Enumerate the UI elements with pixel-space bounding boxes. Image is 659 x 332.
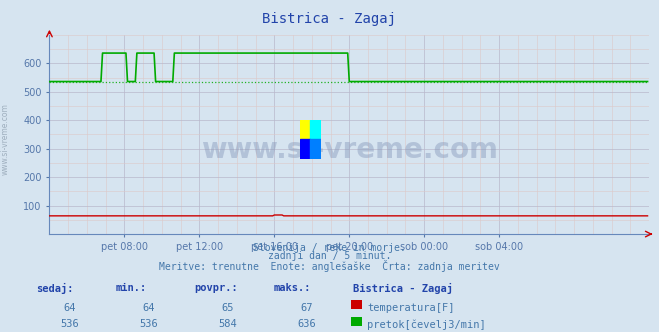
Text: maks.:: maks.:: [273, 283, 311, 293]
Text: 64: 64: [142, 303, 154, 313]
Text: 636: 636: [297, 319, 316, 329]
Text: Bistrica - Zagaj: Bistrica - Zagaj: [353, 283, 453, 294]
Text: temperatura[F]: temperatura[F]: [367, 303, 455, 313]
Text: zadnji dan / 5 minut.: zadnji dan / 5 minut.: [268, 251, 391, 261]
Bar: [310, 120, 321, 139]
Text: www.si-vreme.com: www.si-vreme.com: [1, 104, 10, 175]
Text: 64: 64: [63, 303, 75, 313]
Text: 536: 536: [139, 319, 158, 329]
Text: 67: 67: [301, 303, 312, 313]
Bar: [300, 139, 310, 159]
Text: 584: 584: [218, 319, 237, 329]
Text: Slovenija / reke in morje.: Slovenija / reke in morje.: [253, 243, 406, 253]
Text: www.si-vreme.com: www.si-vreme.com: [201, 136, 498, 164]
Text: 536: 536: [60, 319, 78, 329]
Text: povpr.:: povpr.:: [194, 283, 238, 293]
Bar: [310, 139, 321, 159]
Text: Meritve: trenutne  Enote: anglešaške  Črta: zadnja meritev: Meritve: trenutne Enote: anglešaške Črta…: [159, 260, 500, 272]
Text: sedaj:: sedaj:: [36, 283, 74, 294]
Text: pretok[čevelj3/min]: pretok[čevelj3/min]: [367, 319, 486, 330]
Text: 65: 65: [221, 303, 233, 313]
Text: min.:: min.:: [115, 283, 146, 293]
Bar: [300, 120, 310, 139]
Text: Bistrica - Zagaj: Bistrica - Zagaj: [262, 12, 397, 26]
